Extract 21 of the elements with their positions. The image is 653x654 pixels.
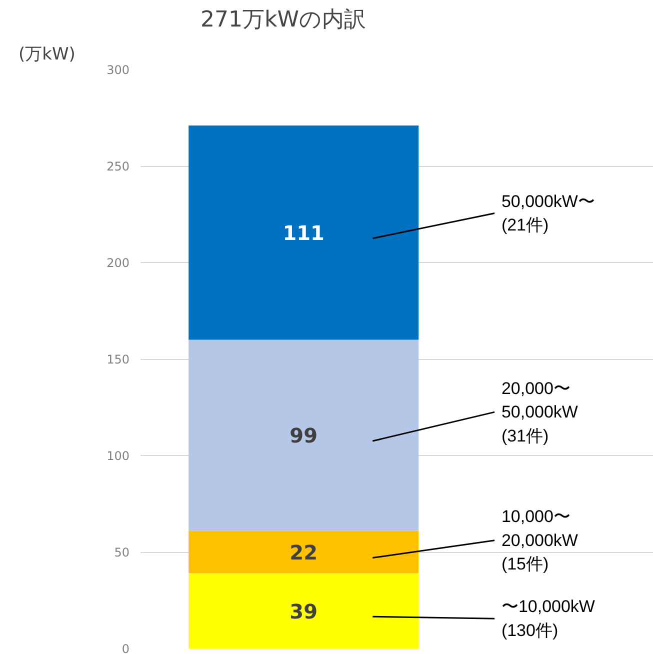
text: 10,000〜 20,000kW (15件) — [501, 507, 578, 574]
y-tick-label: 200 — [106, 256, 130, 270]
data-label: 99 — [290, 424, 318, 448]
bar — [188, 573, 419, 648]
y-tick-label: 250 — [106, 160, 130, 174]
y-tick-label: 50 — [114, 546, 130, 560]
data-label: 39 — [290, 599, 318, 624]
data-label: 111 — [282, 221, 324, 246]
text: 20,000〜 50,000kW (31件) — [501, 378, 578, 446]
y-tick-label: 150 — [106, 352, 130, 366]
chart-title: 271万kWの内訳 — [200, 8, 366, 32]
text: 〜10,000kW (130件) — [501, 597, 595, 640]
y-tick-label: 300 — [106, 63, 130, 77]
text: 50,000kW〜 (21件) — [501, 192, 595, 235]
bar — [188, 340, 419, 531]
y-tick-label: 100 — [106, 449, 130, 463]
bar — [188, 530, 419, 574]
bar — [188, 125, 419, 340]
y-axis-title: (万kW) — [18, 44, 76, 64]
data-label: 22 — [290, 540, 318, 564]
y-tick-label: 0 — [122, 642, 130, 654]
